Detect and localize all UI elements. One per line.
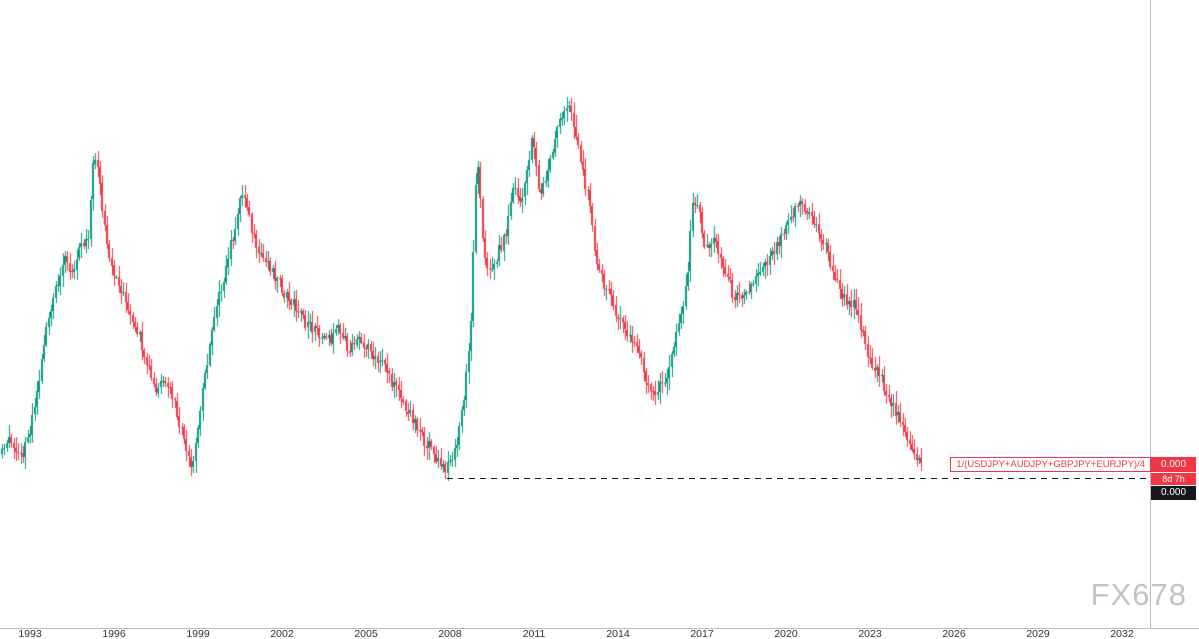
x-axis-label: 1999 bbox=[186, 628, 210, 639]
series-formula-label: 1/(USDJPY+AUDJPY+GBPJPY+EURJPY)/4 bbox=[950, 457, 1151, 472]
time-axis[interactable]: 1993 1996 1999 2002 2005 2008 2011 2014 2017 2020… bbox=[0, 628, 1199, 639]
x-axis-label: 2017 bbox=[690, 628, 714, 639]
x-axis-label: 2011 bbox=[522, 628, 546, 639]
secondary-price-tag: 0.000 bbox=[1151, 486, 1196, 500]
support-dashed-line bbox=[447, 478, 1150, 479]
x-axis-label: 2002 bbox=[270, 628, 294, 639]
x-axis-label: 2020 bbox=[774, 628, 798, 639]
x-axis-label: 1996 bbox=[102, 628, 126, 639]
x-axis-label: 2026 bbox=[942, 628, 966, 639]
last-price-tag: 0.000 bbox=[1151, 457, 1196, 472]
x-axis-label: 2005 bbox=[354, 628, 378, 639]
x-axis-label: 2014 bbox=[606, 628, 630, 639]
x-axis-label: 1993 bbox=[18, 628, 42, 639]
x-axis-label: 2029 bbox=[1026, 628, 1050, 639]
x-axis-label: 2032 bbox=[1110, 628, 1134, 639]
bar-countdown-tag: 8d 7h bbox=[1151, 473, 1196, 485]
x-axis-label: 2023 bbox=[858, 628, 882, 639]
x-axis-label: 2008 bbox=[438, 628, 462, 639]
price-label-row: 1/(USDJPY+AUDJPY+GBPJPY+EURJPY)/4 0.000 bbox=[950, 457, 1196, 472]
